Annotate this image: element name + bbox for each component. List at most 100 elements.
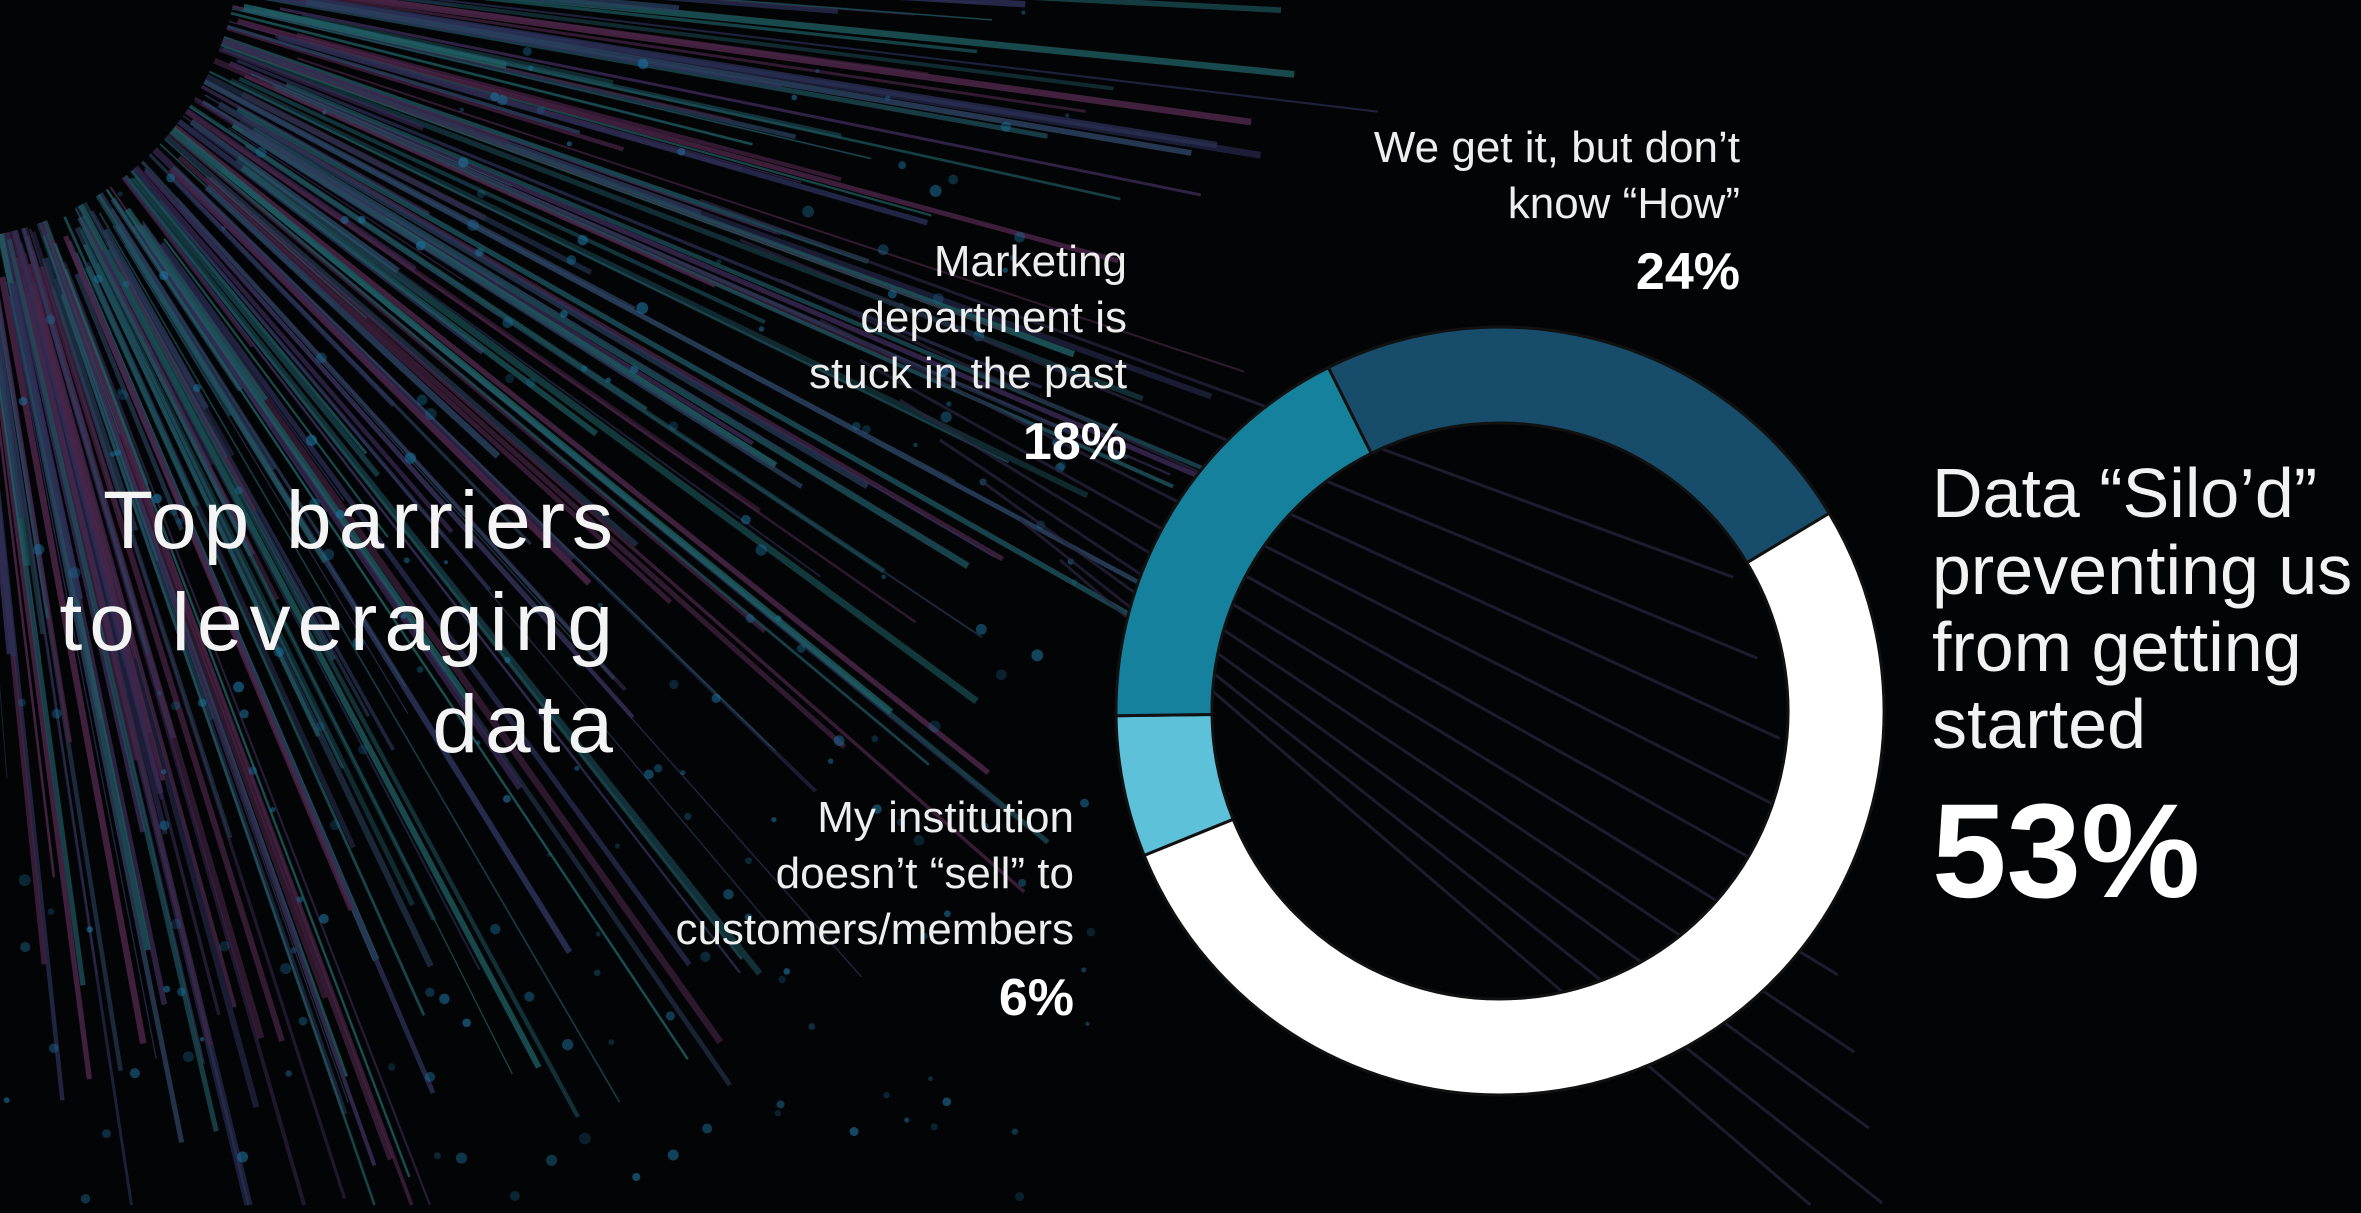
- decor-dot: [872, 804, 882, 814]
- decor-dot: [1086, 927, 1096, 937]
- decor-dot: [680, 769, 686, 776]
- decor-dot: [163, 985, 171, 993]
- label-dont-know-how: We get it, but don’t know “How” 24%: [1374, 120, 1740, 304]
- decor-dot: [47, 908, 55, 915]
- decor-ray: [205, 5, 753, 146]
- decor-dot: [117, 191, 123, 197]
- decor-dot: [995, 669, 1007, 681]
- decor-dot: [745, 613, 755, 623]
- decor-ray: [0, 326, 133, 1206]
- label-line: doesn’t “sell” to: [775, 849, 1074, 898]
- decor-dot: [716, 259, 722, 265]
- decor-ray: [32, 204, 377, 1167]
- decor-dot: [415, 240, 426, 251]
- decor-dot: [504, 656, 511, 664]
- decor-dot: [975, 623, 987, 635]
- decor-dot: [424, 1071, 436, 1083]
- data-label: 24%: [1635, 243, 1740, 301]
- decor-ray: [129, 159, 454, 534]
- decor-dot: [170, 701, 181, 711]
- decor-dot: [166, 173, 176, 183]
- decor-dot: [938, 366, 949, 377]
- decor-dot: [199, 1037, 205, 1042]
- decor-dot: [871, 735, 879, 743]
- decor-dot: [18, 698, 27, 707]
- decor-ray: [104, 155, 254, 348]
- decor-dot: [509, 1190, 520, 1201]
- decor-dot: [490, 92, 499, 102]
- decor-ray: [163, 238, 389, 538]
- decor-ray: [174, 53, 1010, 464]
- decor-dot: [113, 606, 118, 611]
- decor-dot: [221, 225, 226, 231]
- decor-dot: [490, 923, 501, 935]
- decor-dot: [1018, 878, 1027, 887]
- decor-ray: [719, 0, 992, 21]
- decor-ray: [279, 7, 1202, 197]
- decor-dot: [815, 68, 820, 74]
- decor-dot: [522, 46, 532, 56]
- decor-ray: [0, 498, 17, 657]
- decor-ray: [0, 195, 213, 1046]
- decor-dot: [455, 1152, 468, 1164]
- decor-ray: [32, 297, 166, 782]
- decor-dot: [169, 507, 178, 516]
- decor-dot: [467, 219, 479, 231]
- decor-dot: [948, 174, 959, 185]
- decor-dot: [1002, 267, 1008, 273]
- decor-ray: [53, 243, 411, 1178]
- decor-ray: [202, 100, 504, 287]
- decor-ray: [106, 137, 492, 592]
- decor-dot: [296, 896, 304, 903]
- label-line: department is: [860, 293, 1127, 342]
- data-label: 6%: [998, 969, 1074, 1027]
- decor-dot: [170, 918, 182, 930]
- decor-dot: [285, 1070, 292, 1077]
- decor-dot: [581, 365, 588, 372]
- decor-ray: [236, 59, 1042, 389]
- decor-ray: [172, 178, 396, 407]
- decor-dot: [116, 388, 123, 395]
- decor-dot: [182, 1051, 194, 1063]
- decor-dot: [932, 293, 944, 304]
- decor-dot: [86, 926, 93, 933]
- decor-dot: [475, 248, 483, 257]
- decor-dot: [439, 993, 450, 1005]
- decor-ray: [127, 123, 576, 562]
- decor-ray: [238, 76, 766, 324]
- decor-dot: [677, 147, 686, 156]
- decor-dot: [669, 421, 679, 431]
- decor-ray: [124, 207, 470, 701]
- decor-dot: [403, 557, 410, 564]
- decor-ray: [183, 32, 425, 131]
- decor-dot: [129, 1068, 140, 1079]
- decor-dot: [476, 189, 486, 199]
- decor-dot: [505, 374, 515, 384]
- decor-dot: [306, 434, 318, 446]
- decor-ray: [178, 60, 593, 275]
- decor-dot: [827, 758, 834, 764]
- decor-dot: [669, 679, 679, 690]
- decor-ray: [219, 134, 917, 624]
- decor-dot: [298, 1016, 308, 1026]
- decor-dot: [152, 493, 162, 504]
- decor-dot: [632, 1172, 641, 1182]
- decor-dot: [1065, 113, 1070, 118]
- decor-dot: [1009, 254, 1016, 261]
- decor-ray: [102, 183, 689, 1060]
- decor-ray: [81, 167, 407, 688]
- decor-ray: [663, 0, 839, 14]
- decor-dot: [459, 107, 464, 112]
- label-line: Marketing: [933, 237, 1127, 286]
- decor-dot: [1039, 981, 1044, 986]
- decor-dot: [637, 58, 649, 70]
- decor-dot: [532, 605, 541, 614]
- decor-dot: [887, 289, 897, 299]
- decor-dot: [881, 574, 887, 580]
- decor-ray: [46, 233, 121, 435]
- decor-dot: [904, 1117, 910, 1123]
- decor-ray: [0, 423, 56, 878]
- decor-dot: [319, 913, 329, 924]
- decor-ray: [236, 106, 1151, 629]
